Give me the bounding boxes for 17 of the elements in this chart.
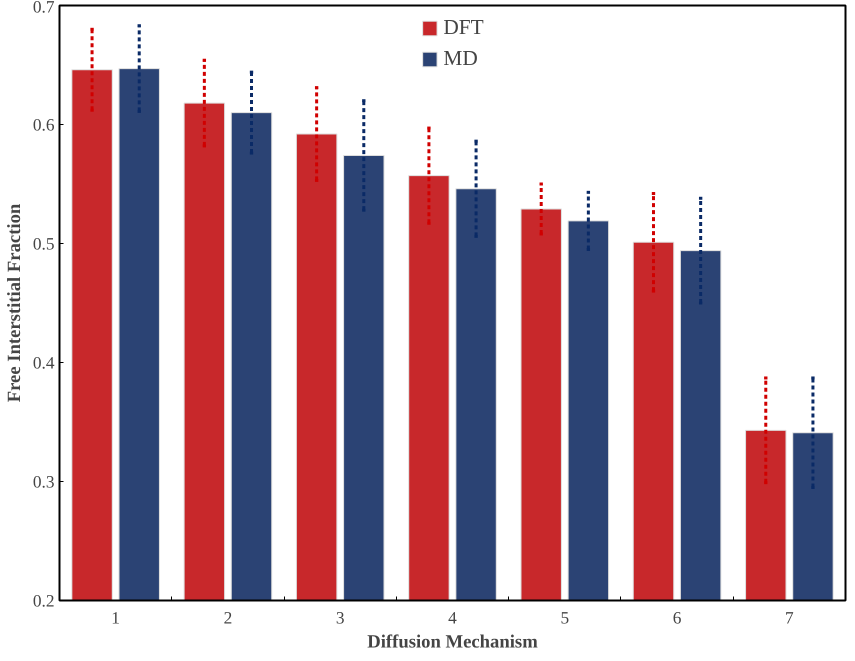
- x-axis-title: Diffusion Mechanism: [367, 632, 538, 652]
- y-tick-label: 0.7: [32, 0, 55, 16]
- y-tick-label: 0.6: [32, 116, 55, 134]
- x-tick-label: 3: [336, 608, 345, 628]
- x-tick-label: 7: [785, 608, 794, 628]
- y-axis-title: Free Interstitial Fraction: [4, 203, 25, 402]
- x-tick-label: 1: [111, 608, 120, 628]
- y-tick-label: 0.3: [32, 472, 55, 492]
- x-tick-label: 4: [448, 608, 458, 628]
- y-tick-label: 0.5: [32, 234, 55, 254]
- y-tick-label: 0.2: [32, 592, 55, 610]
- legend-label: MD: [443, 46, 478, 71]
- legend-label: DFT: [443, 15, 484, 40]
- x-tick-label: 2: [224, 608, 232, 628]
- x-tick-label: 5: [560, 608, 570, 628]
- y-tick-label: 0.4: [32, 354, 55, 372]
- x-tick-label: 6: [672, 608, 682, 628]
